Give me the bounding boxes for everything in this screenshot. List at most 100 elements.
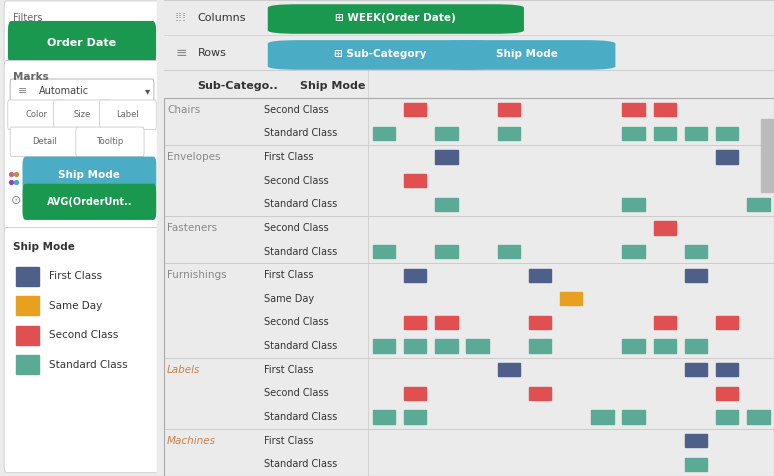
FancyBboxPatch shape [53, 100, 111, 129]
Bar [716, 387, 738, 400]
Text: ▾: ▾ [145, 86, 150, 97]
Bar [404, 174, 426, 188]
Bar [498, 103, 520, 117]
Text: Standard Class: Standard Class [263, 459, 337, 469]
Text: First Class: First Class [263, 436, 313, 446]
Text: Second Class: Second Class [263, 388, 328, 398]
Text: Labels: Labels [167, 365, 200, 375]
Text: Standard Class: Standard Class [263, 199, 337, 209]
Text: Second Class: Second Class [263, 105, 328, 115]
Bar [435, 127, 457, 140]
Bar [404, 410, 426, 424]
FancyBboxPatch shape [4, 1, 160, 67]
Text: Standard Class: Standard Class [263, 412, 337, 422]
FancyBboxPatch shape [4, 228, 160, 473]
FancyBboxPatch shape [8, 21, 156, 65]
Bar [16, 326, 39, 345]
Text: Ship Mode: Ship Mode [13, 241, 75, 252]
FancyBboxPatch shape [156, 0, 165, 476]
FancyBboxPatch shape [4, 60, 160, 231]
Bar [747, 410, 769, 424]
Bar [373, 410, 396, 424]
Text: ⊞ Sub-Category: ⊞ Sub-Category [334, 49, 426, 59]
Bar [716, 127, 738, 140]
Bar [435, 150, 457, 164]
Bar [373, 127, 396, 140]
Text: Standard Class: Standard Class [50, 359, 128, 370]
Bar [653, 221, 676, 235]
FancyBboxPatch shape [8, 100, 64, 129]
Text: Marks: Marks [13, 72, 49, 82]
Text: Standard Class: Standard Class [263, 247, 337, 257]
Bar [685, 434, 707, 447]
Text: Standard Class: Standard Class [263, 129, 337, 139]
FancyBboxPatch shape [268, 4, 524, 34]
Bar [622, 198, 645, 211]
Bar [653, 103, 676, 117]
Bar [529, 339, 551, 353]
Text: AVG(OrderUnt..: AVG(OrderUnt.. [46, 197, 132, 207]
Bar [716, 150, 738, 164]
Text: Detail: Detail [32, 138, 57, 146]
Bar [404, 268, 426, 282]
Text: Rows: Rows [197, 48, 227, 58]
Bar [498, 245, 520, 258]
Text: Sub-Catego..: Sub-Catego.. [197, 81, 278, 91]
Text: Ship Mode: Ship Mode [300, 81, 366, 91]
FancyBboxPatch shape [22, 157, 156, 193]
Bar [622, 339, 645, 353]
Text: Label: Label [117, 110, 139, 119]
Bar [404, 339, 426, 353]
Bar [404, 387, 426, 400]
Bar [435, 316, 457, 329]
Text: Ship Mode: Ship Mode [496, 49, 558, 59]
Bar [747, 198, 769, 211]
Text: Second Class: Second Class [50, 330, 118, 340]
Bar [685, 245, 707, 258]
Bar [529, 268, 551, 282]
FancyBboxPatch shape [22, 184, 156, 220]
Bar [685, 339, 707, 353]
Text: First Class: First Class [50, 271, 102, 281]
Text: ⊙: ⊙ [11, 194, 22, 208]
Bar [435, 245, 457, 258]
Text: Size: Size [74, 110, 91, 119]
Text: Filters: Filters [13, 12, 43, 23]
Bar [16, 355, 39, 374]
Text: Furnishings: Furnishings [167, 270, 227, 280]
Bar [653, 339, 676, 353]
Bar [622, 127, 645, 140]
Text: Same Day: Same Day [263, 294, 313, 304]
FancyBboxPatch shape [100, 100, 156, 129]
Text: Same Day: Same Day [50, 300, 102, 311]
Bar [716, 363, 738, 377]
FancyBboxPatch shape [76, 127, 144, 157]
Bar [529, 316, 551, 329]
Bar [685, 363, 707, 377]
Bar [498, 127, 520, 140]
Bar [164, 98, 774, 476]
Text: ≡: ≡ [175, 46, 187, 60]
Text: Automatic: Automatic [39, 86, 90, 97]
Text: Second Class: Second Class [263, 176, 328, 186]
Bar [435, 198, 457, 211]
Text: Machines: Machines [167, 436, 216, 446]
Bar [685, 268, 707, 282]
Bar [622, 245, 645, 258]
Text: Ship Mode: Ship Mode [59, 169, 121, 180]
Text: ≡: ≡ [19, 86, 28, 97]
Bar [716, 410, 738, 424]
Text: Tooltip: Tooltip [96, 138, 124, 146]
Bar [622, 103, 645, 117]
Bar [591, 410, 614, 424]
Bar [404, 316, 426, 329]
Text: First Class: First Class [263, 270, 313, 280]
Bar [685, 457, 707, 471]
FancyBboxPatch shape [10, 79, 154, 104]
Bar [653, 316, 676, 329]
Text: Order Date: Order Date [47, 38, 117, 48]
FancyBboxPatch shape [10, 127, 78, 157]
Text: First Class: First Class [263, 365, 313, 375]
Text: Color: Color [25, 110, 47, 119]
Bar [435, 339, 457, 353]
